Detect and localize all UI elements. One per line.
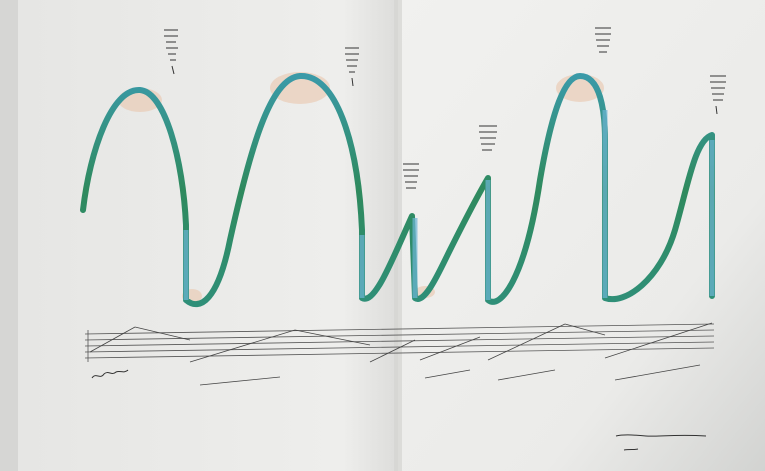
left-page xyxy=(18,0,400,471)
gutter xyxy=(394,0,402,471)
vertical-strokes xyxy=(183,110,715,300)
notation-marks xyxy=(91,27,726,451)
staff xyxy=(84,323,715,362)
diagonals xyxy=(89,322,713,386)
